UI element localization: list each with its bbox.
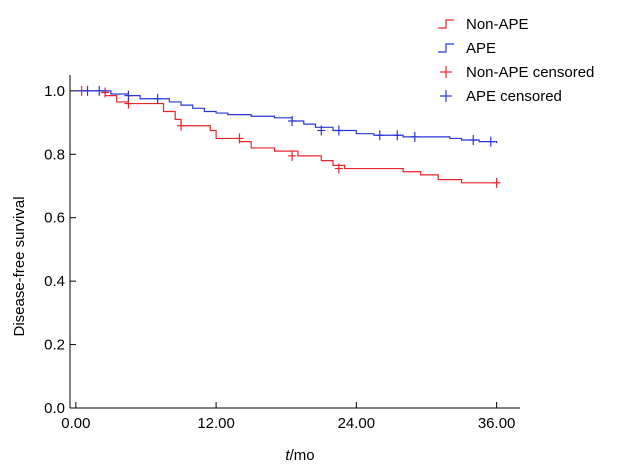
x-tick-label: 0.00 xyxy=(61,415,90,432)
x-axis-label-unit: /mo xyxy=(290,447,315,464)
legend-item-ape: APE xyxy=(438,40,496,57)
series-layer xyxy=(75,85,501,188)
y-tick-label: 1.0 xyxy=(44,83,65,100)
legend: Non-APE APE Non-APE censored APE censored xyxy=(438,16,594,105)
y-tick-label: 0.6 xyxy=(44,210,65,227)
y-tick-label: 0.4 xyxy=(44,273,65,290)
x-tick-label: 24.00 xyxy=(338,415,376,432)
legend-item-non-ape-censored: Non-APE censored xyxy=(440,64,594,81)
legend-label: Non-APE censored xyxy=(466,64,594,81)
legend-label: Non-APE xyxy=(466,16,529,33)
y-tick-label: 0.0 xyxy=(44,400,65,417)
legend-swatch-step xyxy=(438,19,454,29)
legend-swatch-step xyxy=(438,43,454,53)
legend-item-non-ape: Non-APE xyxy=(438,16,529,33)
x-axis-label: t/mo xyxy=(285,447,314,464)
legend-label: APE censored xyxy=(466,88,562,105)
legend-item-ape-censored: APE censored xyxy=(440,88,562,105)
axes: 0.0 0.2 0.4 0.6 0.8 1.0 0.00 12.00 24.00 36.00 xyxy=(44,75,520,432)
x-tick-label: 36.00 xyxy=(478,415,516,432)
y-axis-label: Disease-free survival xyxy=(11,196,28,336)
series-ape-line xyxy=(75,90,498,144)
legend-label: APE xyxy=(466,40,496,57)
x-axis-label-italic: t xyxy=(285,447,290,464)
series-non-ape-line xyxy=(75,90,497,184)
y-tick-label: 0.8 xyxy=(44,146,65,163)
y-tick-label: 0.2 xyxy=(44,337,65,354)
x-tick-label: 12.00 xyxy=(197,415,235,432)
